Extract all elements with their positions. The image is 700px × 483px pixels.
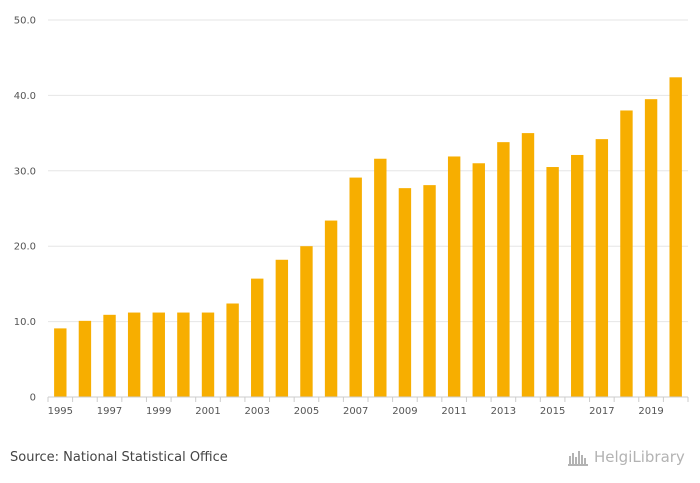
bar-chart: 0 10.0 20.0 30.0 40.0 50.0 1995 1997 1999 2001 20… [14,16,689,417]
bar-2003 [251,278,264,397]
bar-2010 [423,185,436,397]
x-tick-label: 1999 [146,406,171,417]
x-tick-label: 2015 [540,406,565,417]
bar-2006 [324,220,338,397]
y-tick-label: 30.0 [14,166,36,177]
x-tick-label: 2001 [195,406,220,417]
bars [54,77,682,398]
x-tick-label: 1995 [48,406,73,417]
bar-2018 [620,110,633,397]
bar-2001 [201,312,215,397]
x-tick-label: 1997 [97,406,122,417]
x-tick-label: 2011 [441,406,466,417]
bar-2012 [472,163,485,397]
bar-1997 [103,314,116,397]
helgi-library-logo: HelgiLibrary [568,448,685,466]
x-tick-label: 2007 [343,406,368,417]
bar-2020 [669,77,682,397]
x-tick-label: 2017 [589,406,614,417]
logo-text: HelgiLibrary [594,448,685,466]
bar-1999 [152,312,165,397]
x-axis: 1995 1997 1999 2001 2003 2005 2007 2009 2011 2013… [47,396,689,417]
helgi-library-icon [568,451,588,466]
bar-2008 [374,158,387,397]
bar-2005 [300,246,313,397]
bar-2014 [521,133,535,397]
gridlines [48,19,688,323]
bar-1996 [78,320,92,397]
bar-2004 [275,259,289,397]
y-tick-label: 50.0 [14,16,36,27]
bar-2002 [226,303,239,397]
x-tick-label: 2005 [294,406,319,417]
x-tick-label: 2019 [638,406,663,417]
bar-2016 [571,154,584,397]
bar-2019 [644,99,658,398]
bar-1998 [127,312,141,397]
y-tick-label: 10.0 [14,317,36,328]
bar-2017 [595,139,609,397]
source-note: Source: National Statistical Office [10,450,228,465]
x-tick-label: 2003 [245,406,270,417]
bar-2015 [546,167,559,397]
x-tick-label: 2013 [491,406,516,417]
y-tick-label: 40.0 [14,91,36,102]
bar-2011 [447,156,461,397]
y-tick-label: 0 [30,393,36,404]
bar-2007 [349,177,362,397]
bar-2009 [398,188,412,397]
y-tick-label: 20.0 [14,242,36,253]
bar-2000 [177,312,190,397]
x-tick-label: 2009 [392,406,417,417]
bar-1995 [54,328,67,397]
bar-2013 [497,142,510,397]
y-axis-ticks: 0 10.0 20.0 30.0 40.0 50.0 [14,16,36,404]
